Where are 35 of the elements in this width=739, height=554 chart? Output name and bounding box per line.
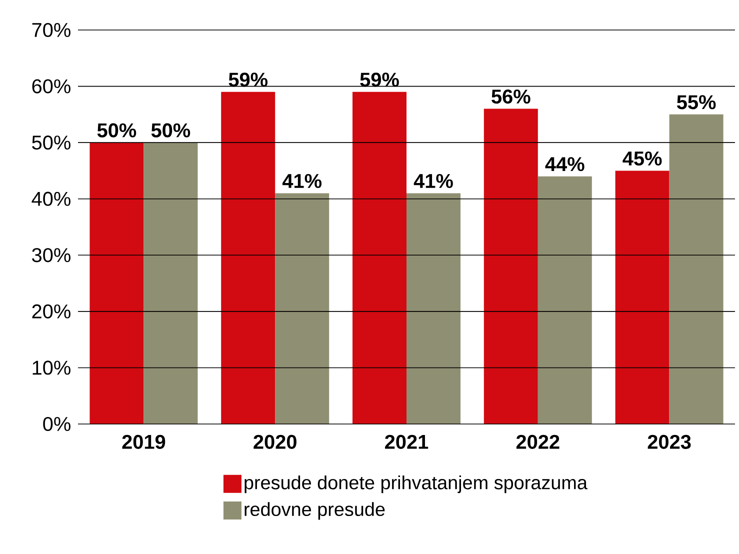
y-tick-label: 30% xyxy=(32,248,70,262)
bar xyxy=(275,193,330,424)
data-label: 56% xyxy=(492,90,530,104)
legend-label: presude donete prihvatanjem sporazuma xyxy=(244,475,588,494)
y-tick-label: 70% xyxy=(32,22,70,38)
data-label: 59% xyxy=(360,72,399,87)
bar xyxy=(406,193,461,424)
data-label: 45% xyxy=(622,151,662,166)
data-label: 55% xyxy=(676,95,716,110)
y-tick-label: 20% xyxy=(32,304,70,318)
bar xyxy=(90,142,144,424)
x-tick-label: 2022 xyxy=(516,434,560,449)
data-label: 50% xyxy=(97,123,136,138)
bar xyxy=(221,92,276,424)
bar xyxy=(352,92,407,424)
data-label: 41% xyxy=(414,174,453,188)
y-tick-label: 40% xyxy=(32,192,70,206)
legend-label: redovne presude xyxy=(244,502,385,520)
data-label: 50% xyxy=(151,123,190,138)
data-label: 41% xyxy=(282,174,322,188)
bar xyxy=(484,108,538,424)
data-label: 59% xyxy=(228,72,268,87)
data-label: 44% xyxy=(545,157,584,172)
bar xyxy=(538,176,592,424)
y-tick-label: 50% xyxy=(32,136,70,150)
bar xyxy=(144,142,198,424)
y-tick-label: 10% xyxy=(32,360,70,375)
bar xyxy=(669,114,724,424)
y-tick-label: 60% xyxy=(32,79,70,94)
y-tick-label: 0% xyxy=(43,416,70,432)
x-tick-label: 2020 xyxy=(254,434,296,449)
x-tick-label: 2019 xyxy=(122,434,166,449)
x-tick-label: 2021 xyxy=(385,434,428,449)
x-tick-label: 2023 xyxy=(648,434,691,449)
bar xyxy=(615,170,670,424)
